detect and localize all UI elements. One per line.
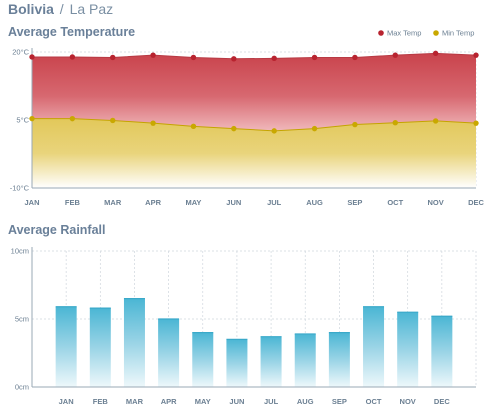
min-temp-point[interactable] bbox=[231, 125, 237, 132]
temperature-chart-title: Average Temperature bbox=[8, 25, 136, 39]
min-temp-point[interactable] bbox=[69, 115, 76, 122]
rainfall-bar[interactable] bbox=[226, 339, 248, 387]
temp-legend: Max Temp Min Temp bbox=[378, 29, 474, 38]
rainfall-bar[interactable] bbox=[431, 316, 453, 387]
min-temp-point[interactable] bbox=[190, 123, 197, 130]
max-temp-line bbox=[32, 52, 477, 60]
rainfall-bar[interactable] bbox=[123, 298, 145, 387]
temp-month-label: MAY bbox=[185, 198, 201, 207]
legend-max-marker bbox=[378, 30, 384, 36]
rainfall-bar[interactable] bbox=[55, 306, 77, 387]
max-temp-point[interactable] bbox=[432, 50, 439, 57]
max-temp-point[interactable] bbox=[190, 54, 197, 61]
max-temp-point[interactable] bbox=[392, 52, 398, 58]
rainfall-bar[interactable] bbox=[260, 336, 282, 387]
max-temp-point[interactable] bbox=[150, 52, 156, 58]
temp-month-label: DEC bbox=[468, 198, 484, 207]
min-temp-point[interactable] bbox=[392, 120, 398, 126]
temp-y-tick-label: 20°C bbox=[12, 48, 29, 57]
max-temp-point[interactable] bbox=[352, 54, 358, 61]
legend-min-marker bbox=[433, 30, 439, 36]
max-temp-point[interactable] bbox=[29, 54, 35, 60]
rainfall-bar[interactable] bbox=[363, 306, 385, 387]
temp-month-label: SEP bbox=[347, 198, 362, 207]
min-temp-point[interactable] bbox=[473, 120, 479, 126]
breadcrumb-city: La Paz bbox=[69, 1, 114, 17]
max-temp-point[interactable] bbox=[473, 52, 479, 58]
rain-month-label: JUL bbox=[264, 397, 279, 406]
rain-month-label: APR bbox=[161, 397, 177, 406]
rain-month-label: SEP bbox=[332, 397, 347, 406]
rain-y-tick-label: 5cm bbox=[15, 315, 29, 324]
min-temp-line bbox=[32, 118, 477, 132]
rain-month-label: JUN bbox=[229, 397, 244, 406]
temp-month-label: FEB bbox=[65, 198, 81, 207]
min-temp-point[interactable] bbox=[29, 115, 35, 122]
temp-month-label: JAN bbox=[24, 198, 39, 207]
rain-month-label: DEC bbox=[434, 397, 450, 406]
max-temp-point[interactable] bbox=[271, 55, 277, 62]
min-temp-area bbox=[32, 118, 476, 188]
rain-month-label: FEB bbox=[93, 397, 109, 406]
max-temp-point[interactable] bbox=[311, 54, 318, 61]
legend-min-label[interactable]: Min Temp bbox=[442, 29, 474, 38]
rain-month-label: JAN bbox=[59, 397, 74, 406]
max-temp-point[interactable] bbox=[69, 54, 76, 60]
rain-month-label: MAY bbox=[195, 397, 211, 406]
rainfall-bar[interactable] bbox=[294, 333, 316, 387]
rainfall-bar[interactable] bbox=[158, 319, 180, 387]
temp-month-label: JUL bbox=[267, 198, 282, 207]
breadcrumb: Bolivia / La Paz bbox=[8, 1, 113, 17]
temp-y-tick-label: -10°C bbox=[10, 184, 30, 193]
temp-month-label: MAR bbox=[104, 198, 122, 207]
max-temp-area bbox=[32, 53, 476, 131]
legend-max-label[interactable]: Max Temp bbox=[387, 29, 421, 38]
rainfall-bar[interactable] bbox=[397, 312, 419, 387]
rainfall-bar[interactable] bbox=[192, 332, 214, 387]
min-temp-point[interactable] bbox=[271, 128, 277, 134]
rainfall-bar[interactable] bbox=[328, 332, 350, 387]
rain-month-label: AUG bbox=[297, 397, 314, 406]
temp-month-label: JUN bbox=[226, 198, 241, 207]
max-temp-point[interactable] bbox=[231, 56, 237, 62]
rain-y-tick-label: 10cm bbox=[11, 247, 29, 256]
min-temp-point[interactable] bbox=[352, 121, 358, 128]
rain-y-tick-label: 0cm bbox=[15, 383, 29, 392]
min-temp-point[interactable] bbox=[150, 120, 156, 126]
temp-month-label: NOV bbox=[428, 198, 444, 207]
rain-month-label: NOV bbox=[400, 397, 416, 406]
temp-month-label: AUG bbox=[306, 198, 323, 207]
rain-month-label: OCT bbox=[366, 397, 382, 406]
min-temp-point[interactable] bbox=[311, 125, 318, 132]
temp-month-label: APR bbox=[145, 198, 161, 207]
breadcrumb-country[interactable]: Bolivia bbox=[8, 1, 54, 17]
temperature-chart: 20°C 5°C -10°C JAN FEB MAR APR MAY JUN JUL AUG SEP O… bbox=[10, 29, 485, 208]
max-temp-point[interactable] bbox=[110, 54, 116, 61]
rain-month-label: MAR bbox=[126, 397, 144, 406]
min-temp-point[interactable] bbox=[432, 118, 439, 124]
breadcrumb-separator: / bbox=[59, 1, 64, 17]
temp-y-tick-label: 5°C bbox=[16, 116, 29, 125]
min-temp-point[interactable] bbox=[110, 117, 116, 124]
rainfall-chart-title: Average Rainfall bbox=[8, 223, 106, 237]
temp-month-label: OCT bbox=[387, 198, 403, 207]
rainfall-bar[interactable] bbox=[89, 308, 111, 387]
